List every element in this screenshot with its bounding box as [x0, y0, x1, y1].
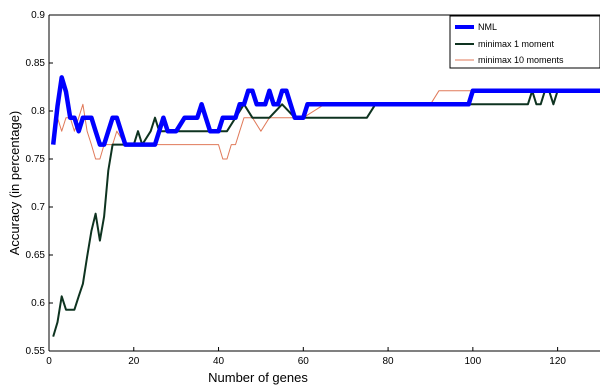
- x-axis-label: Number of genes: [208, 370, 308, 385]
- legend-label-minimax-1: minimax 1 moment: [478, 39, 555, 49]
- x-tick-label-5: 100: [465, 356, 482, 367]
- legend-box: [449, 15, 600, 69]
- y-tick-label-0: 0.55: [26, 346, 46, 357]
- legend-label-nml: NML: [478, 22, 497, 32]
- legend-label-minimax-10: minimax 10 moments: [478, 55, 564, 65]
- x-tick-label-6: 120: [549, 356, 566, 367]
- x-tick-label-4: 80: [383, 356, 395, 367]
- y-tick-label-4: 0.75: [26, 154, 46, 165]
- y-tick-label-1: 0.6: [31, 298, 45, 309]
- y-tick-label-3: 0.7: [31, 202, 45, 213]
- y-tick-label-5: 0.8: [31, 106, 45, 117]
- x-tick-label-0: 0: [46, 356, 52, 367]
- series-line-nml: [50, 75, 600, 147]
- plot-area: [49, 15, 600, 351]
- legend: NML minimax 1 moment minimax 10 moments: [449, 15, 600, 69]
- x-tick-label-3: 60: [298, 356, 310, 367]
- series-line-minimax-1-moment: [52, 89, 600, 337]
- x-tick-label-2: 40: [213, 356, 225, 367]
- series-layer: [50, 75, 600, 337]
- y-tick-label-6: 0.85: [26, 58, 46, 69]
- x-tick-label-1: 20: [128, 356, 140, 367]
- y-axis-label: Accuracy (in percentage): [7, 111, 22, 256]
- series-line-minimax-10-moments: [52, 90, 600, 160]
- axis-layer: 0.55 0.6 0.65 0.7 0.75 0.8 0.85 0.9 0 20 40 60 80 100…: [26, 10, 567, 367]
- y-tick-label-7: 0.9: [31, 10, 45, 21]
- y-tick-label-2: 0.65: [26, 250, 46, 261]
